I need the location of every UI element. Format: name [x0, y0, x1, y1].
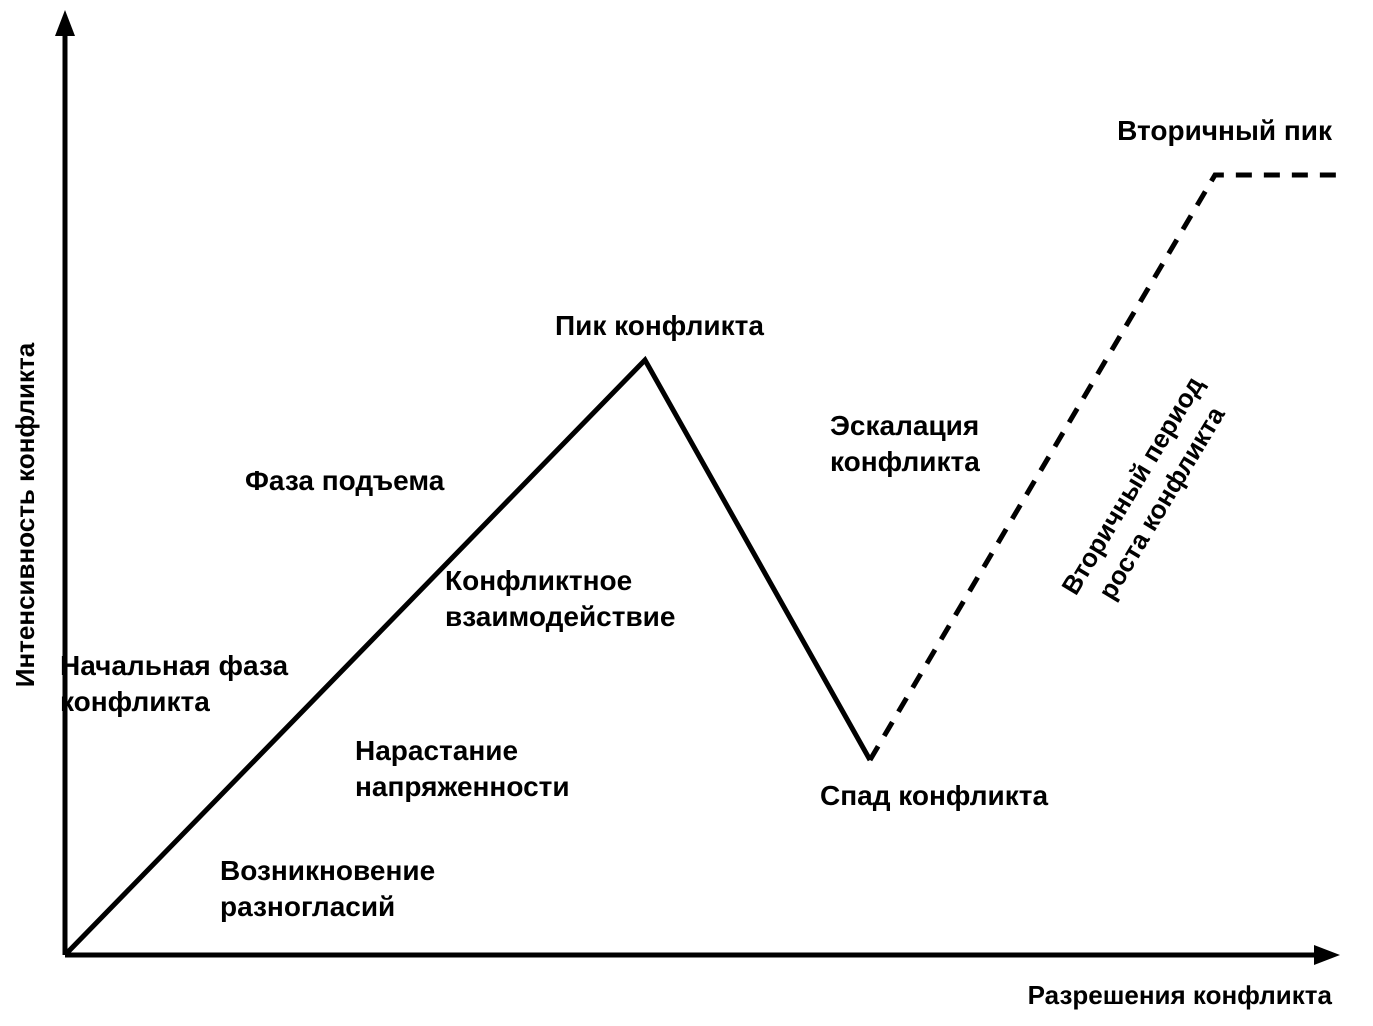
label-conflict-decline: Спад конфликта [820, 780, 1048, 811]
conflict-dynamics-diagram: { "canvas": { "width": 1373, "height": 1… [0, 0, 1373, 1026]
label-rise-phase: Фаза подъема [245, 465, 445, 496]
y-axis-label: Интенсивность конфликта [10, 342, 40, 687]
label-secondary-peak: Вторичный пик [1117, 115, 1333, 146]
label-conflict-peak: Пик конфликта [555, 310, 764, 341]
diagram-svg: Интенсивность конфликта Разрешения конфли… [0, 0, 1373, 1026]
x-axis-label: Разрешения конфликта [1028, 980, 1333, 1010]
